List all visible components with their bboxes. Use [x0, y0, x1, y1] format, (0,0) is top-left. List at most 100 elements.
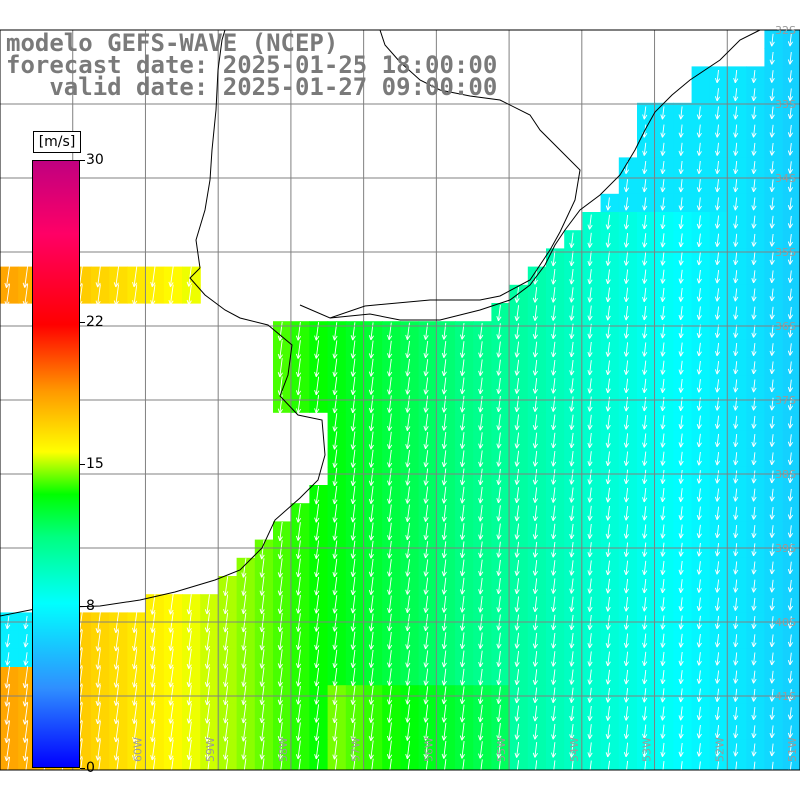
wind-arrow	[714, 761, 720, 770]
wind-speed-cell	[345, 703, 365, 723]
wind-speed-cell	[637, 648, 656, 668]
wind-speed-cell	[436, 394, 456, 413]
wind-speed-cell	[291, 539, 310, 559]
wind-speed-cell	[546, 375, 565, 395]
wind-speed-cell	[509, 412, 529, 431]
wind-speed-cell	[782, 157, 800, 177]
wind-speed-cell	[746, 758, 765, 770]
wind-speed-cell	[691, 594, 711, 613]
wind-speed-cell	[291, 339, 310, 359]
wind-arrow	[496, 669, 502, 686]
wind-speed-cell	[728, 157, 747, 177]
wind-arrow	[605, 214, 611, 230]
wind-arrow	[405, 686, 411, 705]
wind-arrow	[751, 179, 757, 193]
wind-speed-cell	[473, 667, 492, 686]
wind-arrow	[733, 88, 739, 102]
wind-arrow	[441, 577, 447, 595]
wind-arrow	[769, 634, 775, 648]
rio-de-la-plata-shore	[299, 29, 581, 319]
wind-arrow	[459, 395, 466, 413]
wind-arrow	[332, 595, 338, 614]
wind-arrow	[204, 667, 210, 688]
wind-speed-cell	[691, 175, 711, 195]
wind-speed-cell	[764, 303, 784, 322]
wind-arrow	[368, 340, 374, 359]
wind-speed-cell	[291, 503, 310, 522]
wind-speed-cell	[728, 430, 747, 450]
wind-arrow	[332, 685, 338, 705]
wind-speed-cell	[254, 630, 274, 650]
wind-arrow	[587, 578, 593, 594]
wind-speed-cell	[655, 703, 674, 723]
wind-arrow	[551, 651, 557, 667]
wind-arrow	[95, 702, 101, 725]
wind-arrow	[551, 596, 557, 613]
wind-arrow	[678, 488, 684, 503]
wind-speed-cell	[491, 758, 511, 770]
wind-speed-cell	[491, 667, 511, 686]
wind-speed-cell	[364, 448, 383, 468]
wind-arrow	[551, 669, 557, 685]
wind-speed-cell	[564, 703, 583, 723]
wind-arrow	[405, 450, 411, 468]
wind-arrow	[423, 632, 429, 650]
wind-speed-cell	[582, 375, 602, 395]
wind-speed-cell	[728, 648, 747, 668]
wind-speed-cell	[327, 594, 347, 613]
wind-arrow	[787, 689, 793, 702]
wind-speed-cell	[673, 739, 693, 759]
wind-speed-cell	[564, 557, 583, 577]
wind-speed-cell	[546, 739, 565, 759]
wind-arrow	[98, 757, 101, 770]
wind-arrow	[714, 743, 721, 757]
wind-arrow	[696, 561, 702, 575]
wind-speed-cell	[691, 648, 711, 668]
wind-arrow	[696, 724, 702, 739]
wind-speed-cell	[455, 758, 474, 770]
wind-arrow	[551, 523, 557, 540]
wind-arrow	[696, 524, 702, 539]
wind-speed-cell	[436, 539, 456, 559]
wind-speed-cell	[600, 630, 620, 650]
wind-arrow	[696, 706, 702, 721]
wind-speed-cell	[764, 193, 784, 213]
wind-speed-cell	[564, 466, 583, 486]
wind-speed-cell	[709, 339, 729, 359]
wind-speed-cell	[364, 703, 383, 723]
wind-speed-cell	[400, 430, 420, 450]
wind-speed-cell	[564, 412, 583, 431]
wind-arrow	[368, 577, 374, 596]
wind-arrow	[314, 376, 320, 396]
wind-arrow	[478, 741, 484, 759]
wind-speed-cell	[564, 739, 583, 759]
wind-speed-cell	[218, 576, 238, 595]
wind-speed-cell	[145, 284, 165, 304]
wind-arrow	[787, 379, 793, 393]
wind-speed-cell	[345, 448, 365, 468]
wind-arrow	[769, 88, 775, 102]
wind-speed-cell	[618, 193, 638, 213]
wind-speed-cell	[746, 212, 765, 231]
wind-speed-cell	[491, 357, 511, 377]
wind-speed-cell	[691, 576, 711, 595]
wind-arrow	[95, 721, 101, 743]
wind-arrow	[514, 723, 520, 740]
wind-arrow	[405, 632, 411, 650]
wind-arrow	[678, 306, 684, 321]
wind-speed-cell	[491, 412, 511, 431]
wind-speed-cell	[345, 721, 365, 741]
wind-arrow	[332, 576, 338, 596]
wind-speed-cell	[527, 758, 547, 770]
wind-speed-cell	[618, 503, 638, 522]
wind-speed-cell	[273, 576, 292, 595]
wind-arrow	[605, 560, 611, 576]
wind-arrow	[277, 703, 283, 724]
wind-speed-cell	[600, 576, 620, 595]
wind-arrow	[660, 124, 666, 138]
wind-arrow	[387, 540, 393, 559]
wind-arrow	[459, 650, 466, 668]
wind-arrow	[733, 597, 739, 611]
wind-speed-cell	[145, 667, 165, 686]
wind-speed-cell	[691, 466, 711, 486]
